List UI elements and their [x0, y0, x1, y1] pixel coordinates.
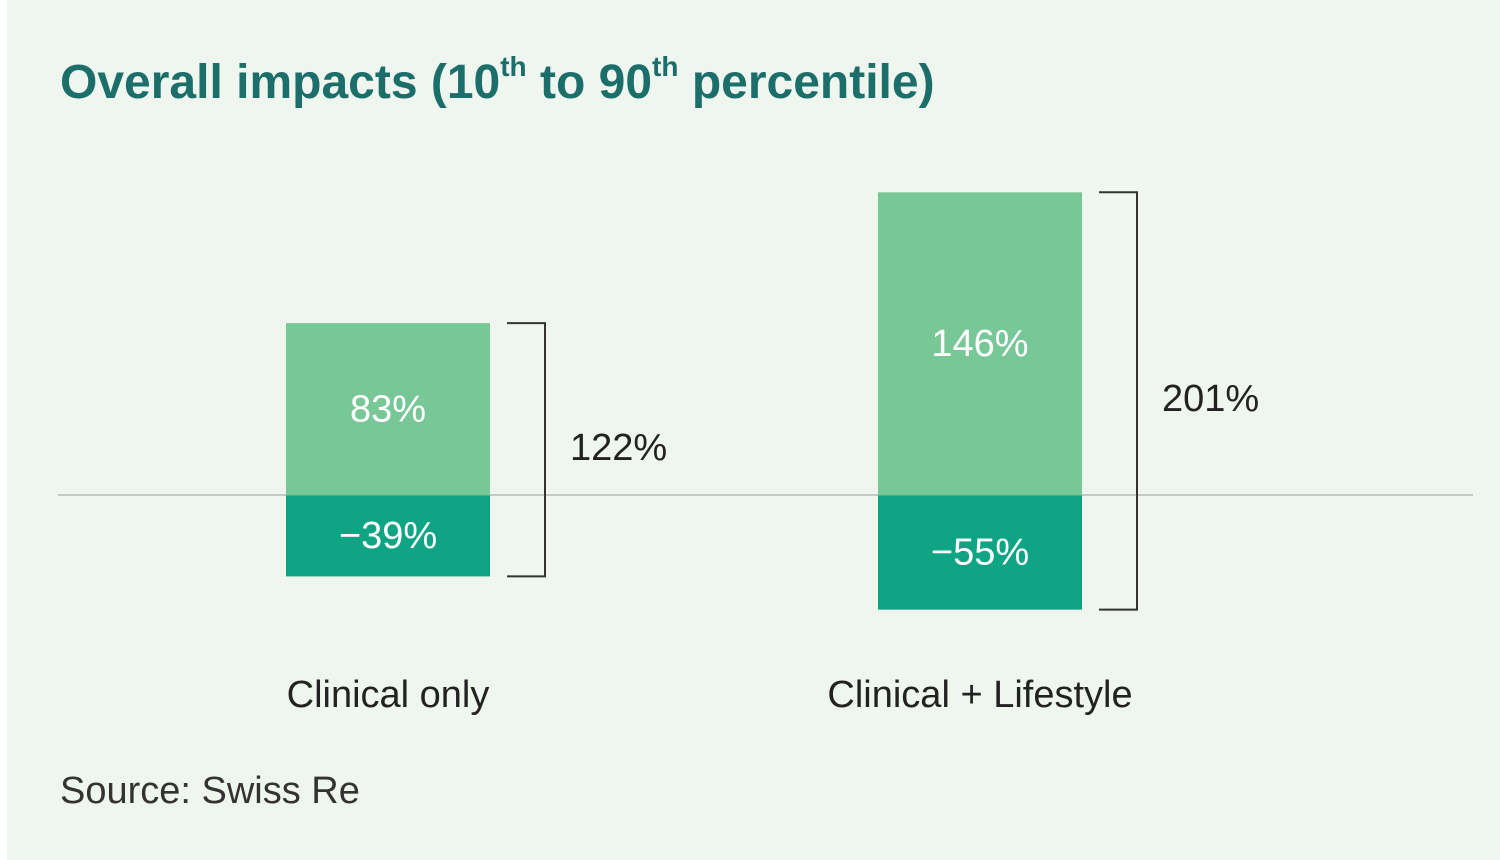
background [7, 0, 1500, 860]
bar-segment [878, 495, 1082, 610]
value-label: 83% [350, 388, 426, 430]
range-label: 201% [1162, 378, 1259, 420]
title-sup: th [500, 51, 526, 82]
x-tick-label: Clinical only [287, 674, 490, 716]
x-tick-label: Clinical + Lifestyle [827, 674, 1132, 716]
bar-segment [286, 323, 490, 496]
value-label: 146% [931, 323, 1028, 365]
title-part: percentile) [678, 56, 934, 109]
bar-segment [286, 495, 490, 577]
value-label: −39% [339, 515, 437, 557]
title-part: Overall impacts (10 [60, 56, 500, 109]
source: Source: Swiss Re [60, 770, 360, 812]
range-label: 122% [570, 427, 667, 469]
range-bracket [1099, 191, 1138, 611]
title-sup: th [652, 51, 678, 82]
chart-title: Overall impacts (10th to 90th percentile… [60, 51, 935, 108]
range-bracket [507, 322, 546, 578]
title-part: to 90 [527, 56, 652, 109]
value-label: −55% [931, 532, 1029, 574]
bar-segment [878, 192, 1082, 496]
